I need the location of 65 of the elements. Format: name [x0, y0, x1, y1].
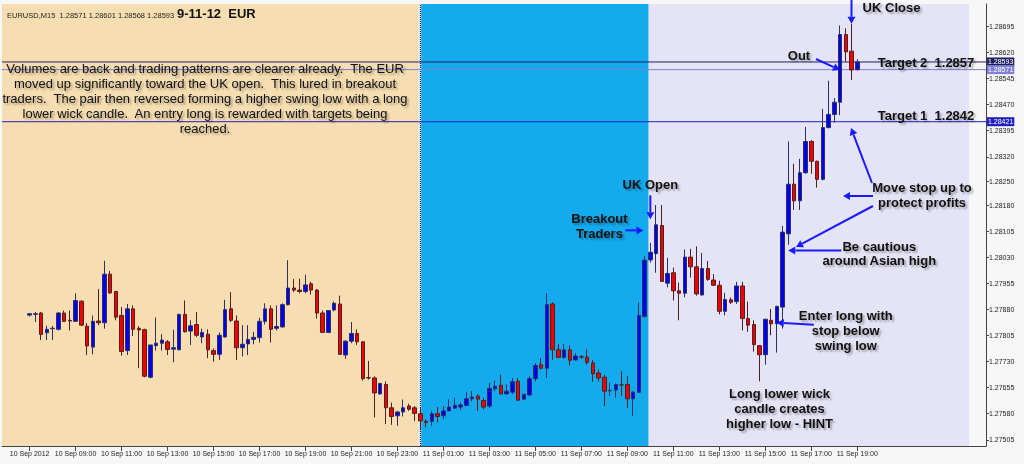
annotation: Breakout Traders	[570, 211, 629, 243]
annotation: Be cautious around Asian high	[821, 238, 938, 270]
candlestick	[102, 260, 107, 330]
candlestick	[476, 393, 480, 412]
candlestick	[516, 377, 520, 401]
candlestick	[855, 58, 860, 72]
candlestick	[734, 281, 739, 305]
candlestick	[573, 352, 578, 362]
candlestick	[79, 300, 84, 327]
candlestick	[752, 319, 756, 353]
candlestick	[62, 310, 66, 323]
candlestick	[665, 257, 670, 288]
annotation: Enter long with stop below swing low	[797, 307, 894, 354]
candlestick	[303, 274, 308, 294]
candlestick	[73, 292, 78, 323]
candlestick	[435, 406, 440, 423]
candlestick	[39, 311, 43, 341]
candlestick	[499, 374, 503, 395]
candlestick	[539, 357, 543, 371]
candlestick	[481, 397, 486, 410]
candlestick	[45, 325, 49, 341]
candlestick	[683, 248, 687, 298]
candlestick	[660, 204, 664, 282]
annotation: Target 1 1.2842	[877, 107, 975, 124]
candlestick	[338, 295, 342, 356]
annotation: Out	[787, 47, 811, 64]
candlestick	[269, 304, 273, 344]
annotation: UK Close	[862, 0, 921, 16]
candlestick	[355, 328, 359, 346]
candlestick	[545, 292, 549, 379]
candlestick	[562, 343, 566, 360]
candlestick	[183, 300, 187, 333]
candlestick	[729, 296, 733, 305]
candlestick	[131, 304, 135, 337]
annotation: Volumes are back and trading patterns are clearer already. The EUR moved up significantly toward the UK open. This lured in breakout traders. The pair then reversed forming a higher swing low with a long lower wick candle. An entry long is rewarded with targets being reached.	[1, 61, 409, 137]
candlestick	[211, 347, 216, 363]
candlestick	[568, 345, 572, 366]
candlestick	[194, 311, 199, 338]
candlestick	[309, 281, 313, 296]
candlestick	[723, 292, 727, 316]
candlestick	[165, 339, 170, 356]
candlestick	[160, 333, 164, 352]
annotation: Long lower wick candle creates higher low - HINT	[725, 386, 834, 432]
candlestick	[700, 252, 704, 297]
candlestick	[125, 303, 130, 356]
candlestick	[206, 328, 210, 359]
candlestick	[91, 314, 95, 355]
candlestick	[757, 344, 762, 382]
candlestick	[608, 382, 612, 397]
candlestick	[631, 390, 635, 417]
candlestick	[108, 270, 112, 295]
candlestick	[792, 163, 796, 211]
candlestick	[614, 383, 618, 399]
chart-title: 9-11-12 EUR	[177, 6, 257, 21]
candlestick	[763, 318, 768, 366]
candlestick	[200, 328, 204, 344]
candlestick	[96, 288, 101, 326]
candlestick	[769, 308, 773, 336]
candlestick	[378, 382, 382, 396]
candlestick	[85, 322, 89, 356]
candlestick	[430, 410, 434, 427]
candlestick	[68, 310, 72, 331]
candlestick	[188, 319, 193, 346]
annotation: Move stop up to protect profits	[871, 180, 973, 211]
annotation: Target 2 1.2857	[877, 54, 975, 71]
